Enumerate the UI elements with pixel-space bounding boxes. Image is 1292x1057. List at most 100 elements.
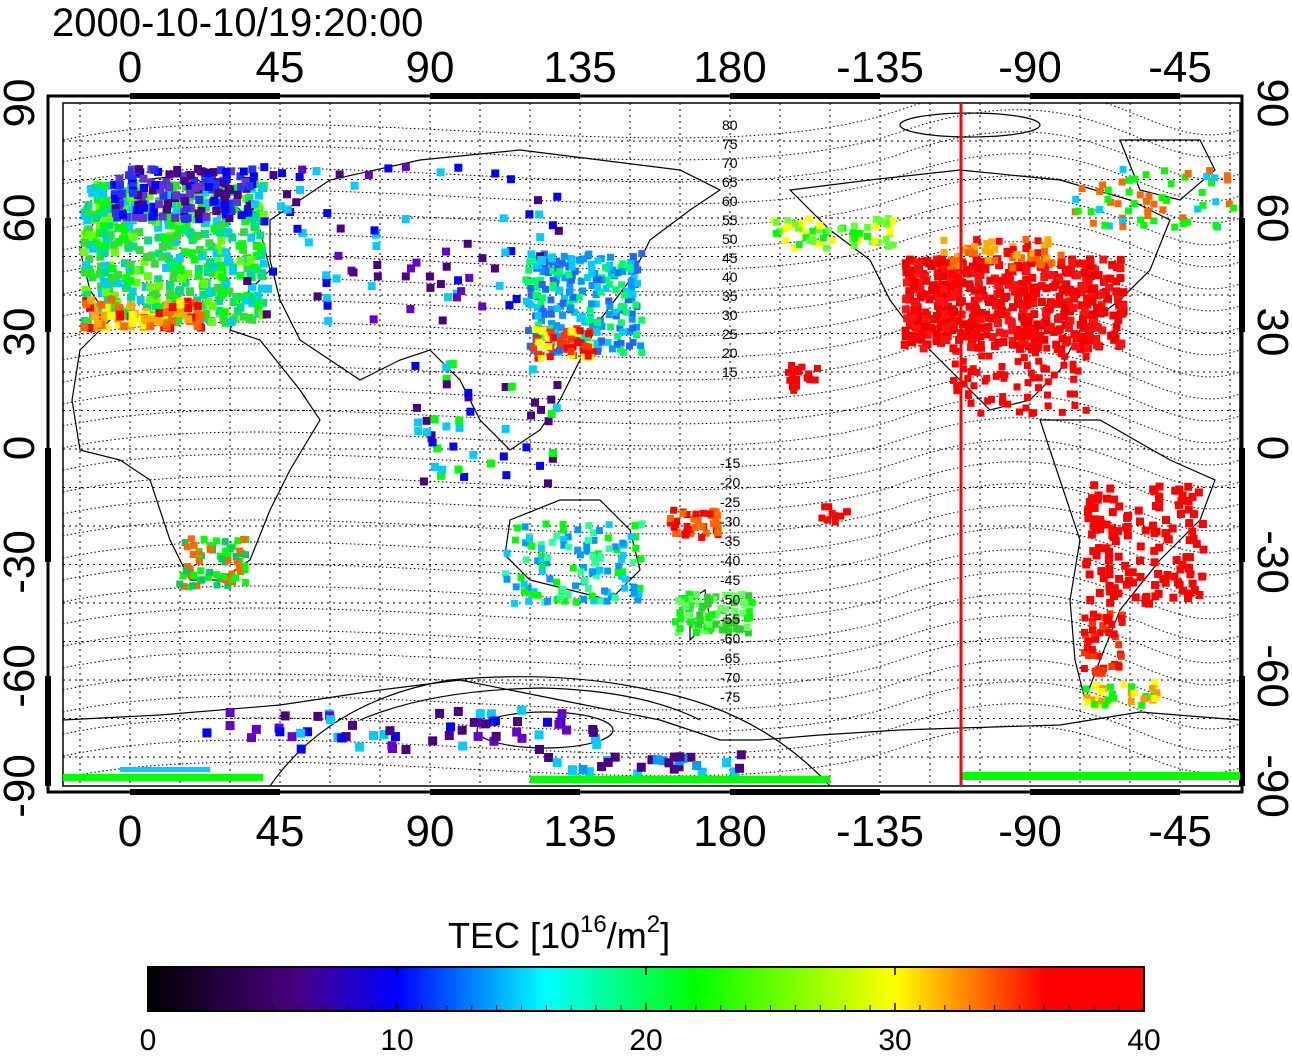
tec-cell — [140, 203, 149, 212]
tec-cell — [730, 599, 738, 607]
tec-cell — [1022, 235, 1030, 243]
tec-cell — [1033, 253, 1041, 261]
tec-cell — [216, 193, 225, 202]
tec-cell — [949, 262, 957, 270]
tec-cell — [977, 344, 985, 352]
tec-cell — [537, 405, 546, 414]
tec-cell — [334, 251, 343, 260]
tec-cell — [242, 551, 250, 559]
tec-cell — [560, 252, 568, 260]
tec-cell — [1092, 668, 1100, 676]
tec-cell — [1030, 310, 1039, 319]
tec-cell — [968, 262, 977, 271]
tec-cell — [202, 728, 212, 738]
tec-cell — [96, 190, 105, 199]
tec-cell — [745, 608, 753, 616]
tec-cell — [478, 254, 487, 263]
tec-cell — [633, 331, 641, 339]
tec-cell — [976, 308, 985, 317]
tec-cell — [1104, 294, 1113, 303]
tec-cell — [214, 199, 223, 208]
tec-cell — [692, 590, 700, 598]
tec-cell — [1110, 495, 1119, 504]
tec-cell — [1181, 173, 1189, 181]
tec-cell — [250, 222, 259, 231]
tec-cell — [664, 758, 674, 768]
tec-cell — [217, 236, 226, 245]
tec-cell — [581, 342, 589, 350]
tec-cell — [1012, 341, 1020, 349]
tec-cell — [155, 200, 164, 209]
tec-cell — [532, 262, 540, 270]
tec-cell — [687, 530, 695, 538]
tec-cell — [419, 477, 428, 486]
tec-cell — [565, 543, 573, 551]
tec-cell — [553, 578, 561, 586]
tec-cell — [546, 353, 554, 361]
mlat-label: 55 — [722, 212, 738, 228]
tec-cell — [537, 544, 545, 552]
tec-cell — [1087, 271, 1096, 280]
tec-cell — [384, 164, 393, 173]
tec-cell — [181, 177, 190, 186]
right-latitude-labels: 9060300-30-60-90 — [1248, 79, 1292, 818]
mlat-label: 45 — [722, 250, 738, 266]
tec-cell — [1178, 491, 1187, 500]
tec-cell — [111, 209, 120, 218]
tec-cell — [803, 374, 811, 382]
tec-cell — [909, 266, 918, 275]
tec-cell — [1065, 297, 1074, 306]
tec-cell — [1016, 345, 1024, 353]
tec-cell — [204, 183, 213, 192]
tec-cell — [1023, 301, 1032, 310]
tec-cell — [1101, 221, 1109, 229]
tec-cell — [216, 166, 225, 175]
tec-cell — [120, 234, 129, 243]
tec-cell — [637, 342, 645, 350]
tec-cell — [717, 604, 725, 612]
tec-cell — [543, 332, 551, 340]
tec-cell — [965, 302, 974, 311]
tec-cell — [666, 515, 674, 523]
tec-cell — [619, 568, 627, 576]
tec-cell — [1044, 378, 1052, 386]
tec-cell — [527, 285, 535, 293]
tec-cell — [942, 331, 951, 340]
lon-tick-label-bottom: 180 — [693, 807, 766, 856]
tec-cell — [978, 352, 986, 360]
tec-cell — [534, 730, 544, 740]
tec-cell — [1143, 197, 1151, 205]
tec-cell — [1090, 503, 1099, 512]
tec-cell — [140, 320, 149, 329]
tec-cell — [171, 296, 180, 305]
tec-cell — [107, 295, 116, 304]
tec-cell — [604, 567, 612, 575]
tec-cell — [566, 280, 574, 288]
tec-cell — [164, 254, 173, 263]
tec-cell — [210, 224, 219, 233]
tec-cell — [1042, 284, 1051, 293]
tec-cell — [1096, 206, 1104, 214]
tec-cell — [1000, 329, 1009, 338]
tec-cell — [259, 298, 268, 307]
tec-cell — [538, 280, 546, 288]
tec-cell — [1134, 506, 1143, 515]
tec-cell — [1119, 166, 1127, 174]
tec-cell — [1136, 191, 1144, 199]
tec-cell — [981, 265, 990, 274]
tec-cell — [438, 316, 447, 325]
tec-cell — [1082, 353, 1090, 361]
tec-cell — [1192, 539, 1201, 548]
tec-cell — [576, 315, 584, 323]
tec-cell — [588, 727, 598, 737]
tec-cell — [174, 316, 183, 325]
tec-cell — [991, 245, 999, 253]
tec-cell — [997, 306, 1006, 315]
tec-cell — [1118, 302, 1127, 311]
tec-cell — [89, 231, 98, 240]
tec-cell — [100, 248, 109, 257]
tec-cell — [205, 260, 214, 269]
tec-cell — [435, 708, 445, 718]
tec-cell — [547, 254, 556, 263]
tec-cell — [298, 229, 307, 238]
